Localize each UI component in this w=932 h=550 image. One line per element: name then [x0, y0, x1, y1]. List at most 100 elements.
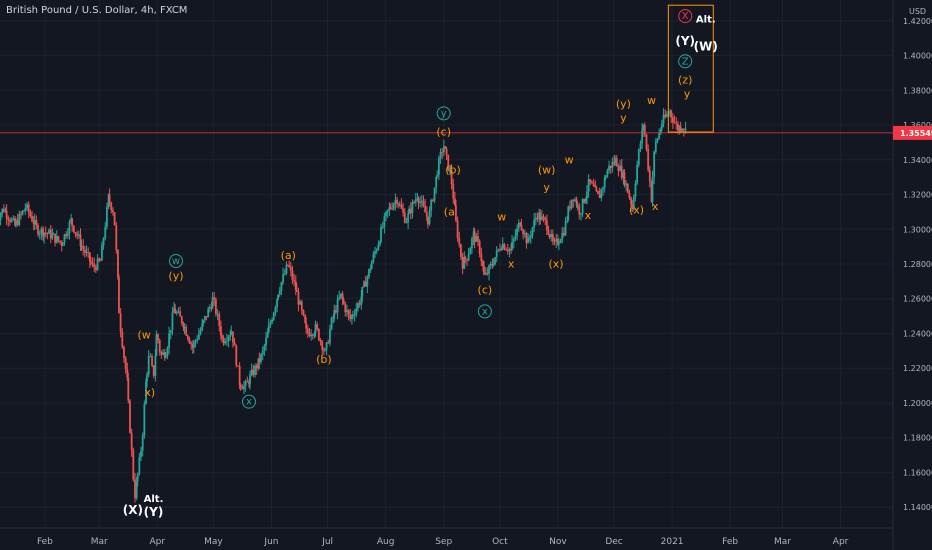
candle-body [368, 269, 370, 277]
y-tick-label: 1.32000 [903, 191, 932, 200]
candle-body [23, 210, 26, 212]
x-tick-label: Feb [722, 537, 738, 547]
candle-body [426, 216, 429, 225]
x-tick-label: May [204, 537, 223, 547]
candle-body [381, 226, 384, 228]
candle-body [670, 110, 673, 118]
candle-body [435, 176, 438, 188]
candle-body [277, 294, 279, 300]
candle-body [439, 152, 442, 159]
candle-body [179, 311, 182, 317]
candle-body [70, 218, 73, 222]
candle-body [57, 236, 60, 241]
candle-body [478, 240, 481, 254]
candle-body [603, 178, 606, 188]
candle-body [511, 241, 513, 250]
candle-body [353, 314, 356, 316]
candle-body [138, 457, 141, 474]
candle-body [63, 234, 66, 244]
candle-body [545, 220, 548, 231]
wave-label: (x) [548, 257, 563, 270]
candle-body [604, 177, 607, 179]
candle-body [263, 345, 266, 351]
candle-body [639, 143, 642, 150]
candle-body [419, 201, 422, 204]
candle-body [456, 220, 459, 238]
candle-body [104, 226, 107, 239]
candle-body [527, 237, 530, 244]
candle-body [414, 198, 417, 203]
candle-body [336, 299, 339, 313]
candle-body [385, 211, 387, 217]
candle-body [662, 114, 665, 124]
candle-body [54, 233, 56, 243]
candle-body [505, 249, 507, 251]
candle-body [299, 301, 302, 305]
candle-body [166, 348, 169, 357]
candle-body [452, 184, 455, 199]
candle-body [623, 171, 626, 186]
candle-body [347, 310, 350, 315]
candle-body [80, 245, 83, 247]
wave-label-circle [241, 394, 256, 409]
candle-body [555, 238, 558, 242]
y-tick-label: 1.30000 [903, 225, 932, 234]
candle-body [227, 336, 230, 341]
candle-body [520, 224, 523, 230]
candle-body [441, 152, 444, 154]
candle-body [669, 110, 672, 114]
candle-body [458, 237, 461, 245]
candle-body [386, 209, 389, 212]
candle-body [77, 234, 80, 236]
wave-label: y [684, 87, 691, 100]
candle-body [450, 170, 453, 185]
x-tick-label: Sep [435, 537, 452, 547]
candle-body [486, 272, 489, 274]
candle-body [510, 248, 512, 250]
candle-body [171, 312, 174, 330]
wave-label-circle [678, 9, 693, 24]
candle-body [424, 205, 427, 213]
candle-body [609, 165, 612, 169]
candle-body [79, 234, 82, 247]
candle-body [665, 114, 668, 117]
candle-body [0, 213, 2, 220]
candle-body [96, 258, 99, 270]
wave-label: x [652, 200, 659, 213]
candle-body [164, 356, 167, 358]
candle-body [679, 126, 682, 131]
candle-body [186, 335, 189, 339]
candle-body [305, 322, 308, 329]
candle-body [617, 166, 620, 171]
candle-body [417, 198, 420, 204]
candle-body [197, 333, 200, 340]
candle-body [576, 205, 579, 207]
candle-body [115, 225, 118, 250]
candle-body [48, 229, 50, 234]
candle-body [314, 324, 317, 334]
candle-body [169, 329, 172, 334]
candle-body [3, 208, 5, 212]
candle-body [357, 303, 359, 309]
candle-body [140, 450, 142, 458]
candle-body [411, 202, 414, 214]
wave-label: Alt. [144, 494, 164, 505]
wave-label: (b) [445, 164, 461, 177]
candle-body [595, 186, 598, 191]
candle-body [72, 225, 75, 233]
candle-body [409, 208, 412, 214]
candle-body [289, 266, 292, 271]
candle-body [149, 356, 152, 358]
candle-body [94, 267, 97, 270]
candle-body [4, 210, 7, 212]
candle-body [430, 200, 433, 211]
candle-body [203, 316, 206, 321]
candle-body [33, 219, 36, 225]
candle-body [473, 231, 476, 242]
candle-body [461, 256, 464, 269]
wave-label: (W) [694, 39, 718, 53]
candle-body [333, 310, 336, 318]
candle-body [286, 264, 289, 266]
x-tick-label: Jun [263, 537, 278, 547]
